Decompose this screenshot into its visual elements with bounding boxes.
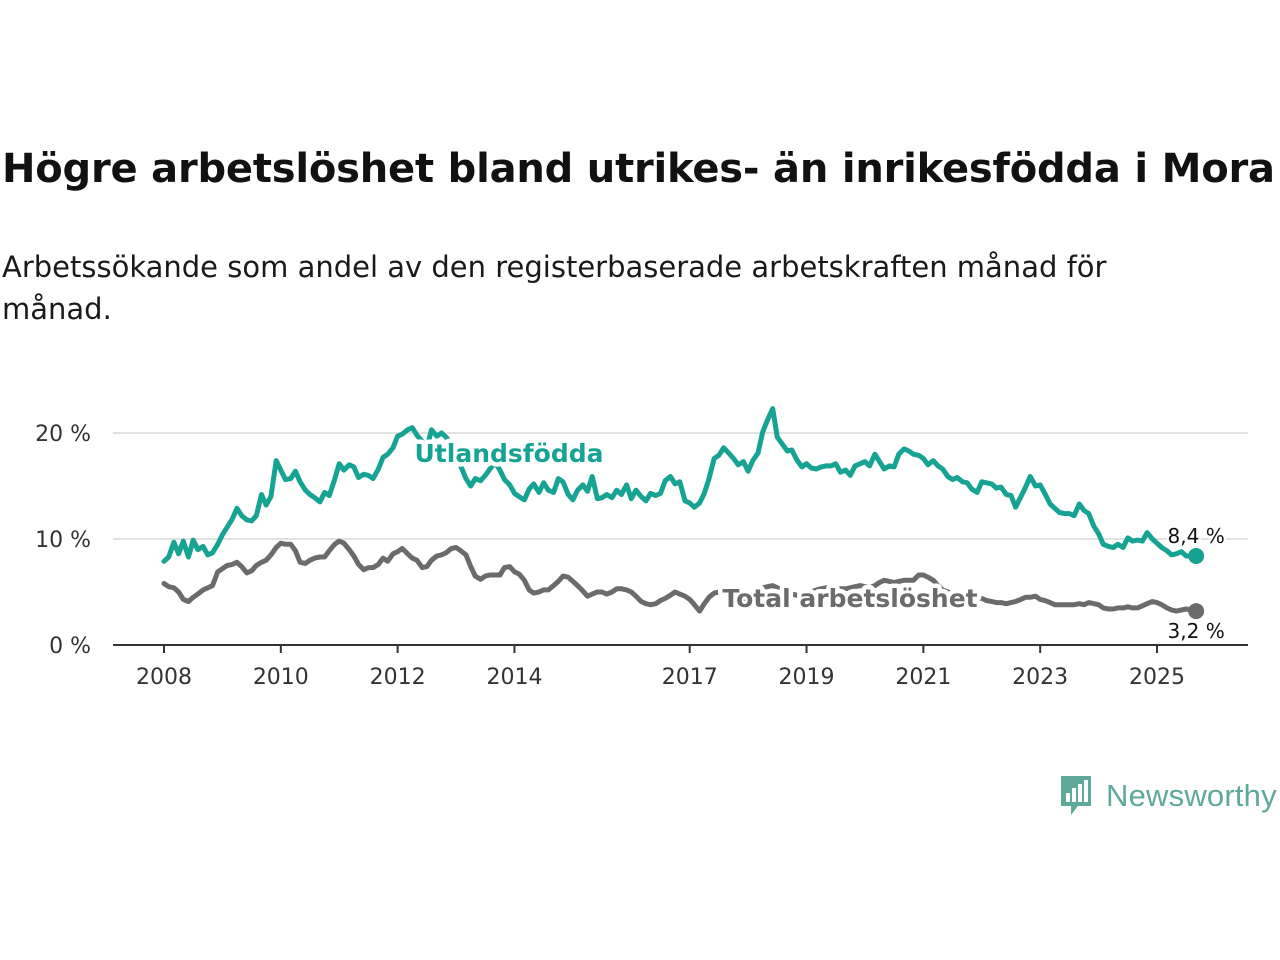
bar-chart-icon [1061,776,1091,815]
series-line-utlandsf-dda [161,406,1199,564]
end-value-label: 3,2 % [1168,619,1225,643]
series-label-utlandsf-dda: Utlandsfödda [415,439,604,468]
x-tick-label: 2014 [486,665,542,690]
chart-subtitle: Arbetssökande som andel av den registerb… [2,250,1107,326]
end-point-total-arbetsl-shet [1188,603,1205,620]
x-tick-label: 2010 [253,665,309,690]
chart-title: Högre arbetslöshet bland utrikes- än inr… [2,146,1275,192]
x-tick-label: 2021 [895,665,951,690]
x-tick-label: 2025 [1129,665,1185,690]
y-tick-label: 20 % [35,422,91,447]
x-tick-label: 2019 [779,665,835,690]
end-point-utlandsf-dda [1188,547,1205,564]
x-tick-label: 2008 [136,665,192,690]
x-tick-label: 2017 [662,665,718,690]
x-tick-label: 2023 [1012,665,1068,690]
x-tick-label: 2012 [370,665,426,690]
series-line-total-arbetsl-shet [161,538,1199,614]
brand-name: Newsworthy [1106,778,1277,813]
y-tick-label: 10 % [35,528,91,553]
end-value-label: 8,4 % [1168,524,1225,548]
newsworthy-logo[interactable]: Newsworthy [1058,773,1277,819]
y-tick-label: 0 % [49,634,91,659]
series-label-total-arbetsl-shet: Total arbetslöshet [722,584,977,613]
